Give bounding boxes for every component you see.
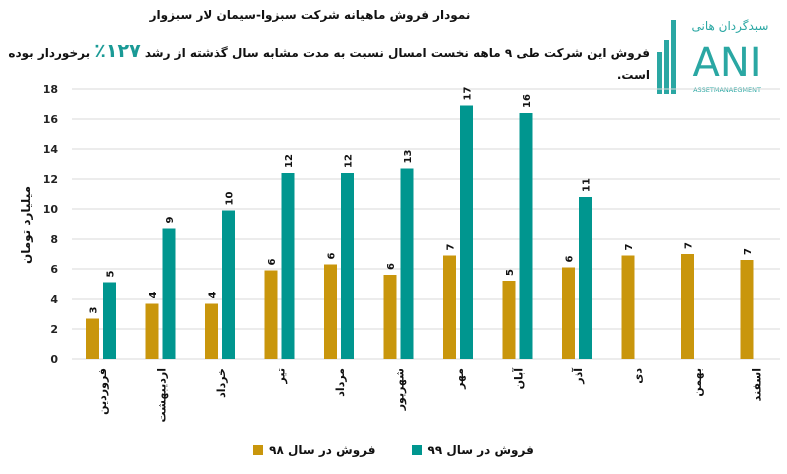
data-label: 13 bbox=[403, 150, 414, 164]
bar-99 bbox=[400, 168, 414, 359]
x-tick-label: مرداد bbox=[334, 368, 347, 397]
bar-98 bbox=[383, 275, 397, 359]
x-tick-label: بهمن bbox=[691, 368, 704, 397]
legend-label-98: فروش در سال ۹۸ bbox=[269, 443, 376, 457]
x-tick-label: اردیبهشت bbox=[156, 368, 169, 422]
data-label: 12 bbox=[344, 154, 355, 168]
bar-99 bbox=[103, 282, 116, 359]
bar-chart: 0 2 4 6 8 10 12 14 16 18 میلیارد تومان 3 5 فروردین 4 9 ا… bbox=[19, 83, 780, 422]
data-label: 7 bbox=[684, 242, 695, 249]
data-label: 12 bbox=[284, 154, 295, 168]
y-tick-label: 12 bbox=[43, 173, 58, 186]
x-tick-label: تیر bbox=[275, 368, 288, 384]
bar-98 bbox=[443, 255, 456, 359]
y-tick-label: 8 bbox=[50, 233, 58, 246]
logo-brand: سبدگردان هانی bbox=[692, 19, 769, 34]
bar-99 bbox=[341, 173, 354, 359]
bar-98 bbox=[145, 303, 159, 359]
chart-title: نمودار فروش ماهیانه شرکت سبزوا-سیمان لار… bbox=[149, 8, 471, 22]
company-logo: سبدگردان هانی ANI ASSETMANAEGMENT bbox=[657, 19, 769, 94]
x-tick-label: اسفند bbox=[751, 368, 764, 401]
x-tick-label: فروردین bbox=[96, 368, 109, 415]
data-label: 4 bbox=[148, 292, 159, 299]
data-label: 17 bbox=[463, 87, 474, 101]
x-tick-label: آبان bbox=[512, 368, 526, 390]
data-label: 6 bbox=[386, 263, 397, 270]
bar-98 bbox=[324, 264, 337, 359]
x-tick-label: مهر bbox=[453, 368, 466, 390]
bar-98 bbox=[86, 318, 99, 359]
chart-subtitle: فروش این شرکت طی ۹ ماهه نخست امسال نسبت … bbox=[4, 40, 650, 86]
x-tick-label: شهریور bbox=[394, 368, 407, 411]
bar-98 bbox=[502, 281, 516, 359]
data-label: 3 bbox=[89, 307, 100, 314]
bar-99 bbox=[460, 105, 473, 359]
bar-98 bbox=[562, 267, 575, 359]
y-axis-label: میلیارد تومان bbox=[19, 186, 34, 264]
data-label: 7 bbox=[624, 244, 635, 251]
bar-99 bbox=[222, 210, 235, 359]
legend-label-99: فروش در سال ۹۹ bbox=[427, 443, 534, 457]
data-label: 5 bbox=[106, 271, 117, 278]
bar-99 bbox=[162, 228, 176, 359]
data-label: 6 bbox=[267, 259, 278, 266]
y-tick-label: 4 bbox=[50, 293, 58, 306]
legend-swatch-99 bbox=[411, 445, 422, 455]
bar-98 bbox=[681, 254, 694, 359]
data-label: 6 bbox=[565, 256, 576, 263]
data-label: 10 bbox=[225, 192, 236, 206]
chart-legend: فروش در سال ۹۸ فروش در سال ۹۹ bbox=[0, 443, 787, 457]
bar-98 bbox=[621, 255, 635, 359]
y-tick-label: 10 bbox=[43, 203, 59, 216]
x-tick-label: دی bbox=[632, 368, 645, 384]
data-label: 5 bbox=[505, 269, 516, 276]
y-tick-label: 14 bbox=[43, 143, 59, 156]
y-tick-label: 18 bbox=[43, 83, 58, 96]
bar-99 bbox=[579, 197, 592, 359]
data-label: 4 bbox=[208, 292, 219, 299]
legend-swatch-98 bbox=[253, 445, 264, 455]
x-tick-label: خرداد bbox=[215, 368, 228, 398]
data-label: 16 bbox=[522, 94, 533, 108]
data-label: 11 bbox=[582, 178, 593, 192]
bar-98 bbox=[205, 303, 218, 359]
subtitle-after: برخوردار بوده است. bbox=[8, 46, 650, 82]
data-label: 7 bbox=[743, 248, 754, 255]
subtitle-before: فروش این شرکت طی ۹ ماهه نخست امسال نسبت … bbox=[144, 46, 650, 60]
y-tick-label: 2 bbox=[50, 323, 58, 336]
data-label: 6 bbox=[327, 253, 338, 260]
data-label: 7 bbox=[446, 244, 457, 251]
logo-tagline: ASSETMANAEGMENT bbox=[693, 86, 761, 94]
growth-percentage: ۱۲۷٪ bbox=[94, 40, 141, 62]
y-tick-label: 6 bbox=[50, 263, 58, 276]
data-label: 9 bbox=[165, 217, 176, 224]
bar-99 bbox=[281, 173, 295, 359]
x-tick-label: آذر bbox=[571, 368, 585, 385]
y-tick-label: 0 bbox=[50, 353, 58, 366]
y-tick-label: 16 bbox=[43, 113, 59, 126]
bar-99 bbox=[519, 113, 533, 359]
bar-98 bbox=[264, 270, 278, 359]
logo-letters: ANI bbox=[692, 40, 761, 86]
bar-98 bbox=[740, 260, 754, 359]
